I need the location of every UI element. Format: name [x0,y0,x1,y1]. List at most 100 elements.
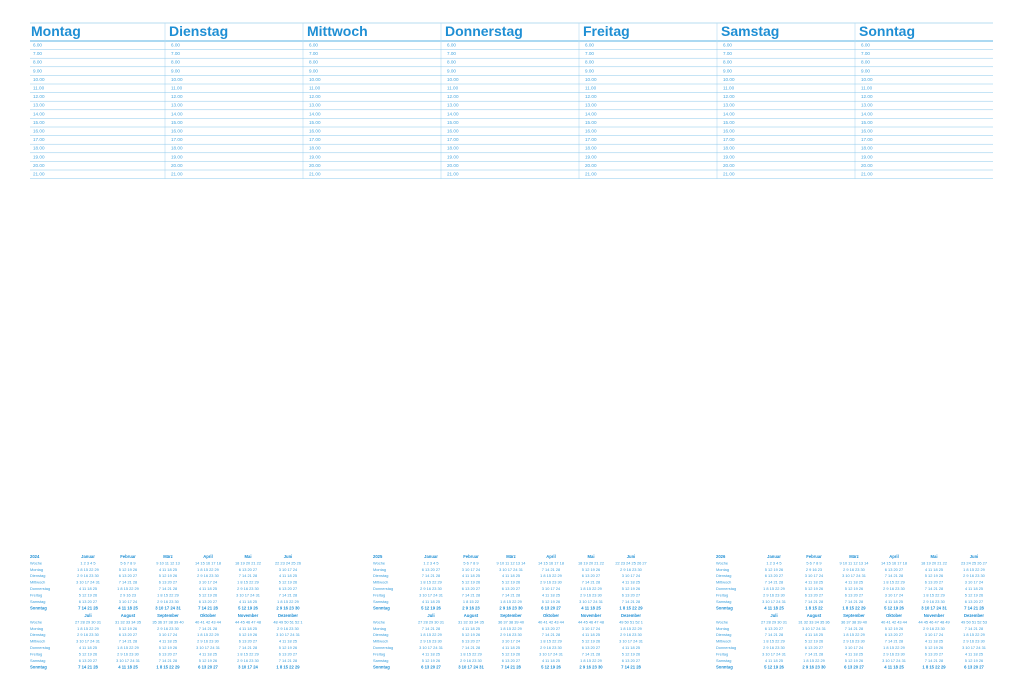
day-numbers: 4 11 18 25 [542,592,560,597]
time-label: 13.00 [723,103,735,108]
month-name: Oktober [200,613,216,618]
day-numbers: 4 11 18 25 [805,580,823,585]
week-numbers: 18 19 20 21 22 [235,560,261,565]
day-numbers: 3 10 17 24 31 [619,639,643,644]
day-numbers: 6 13 20 27 [765,573,783,578]
time-label: 6.00 [861,43,870,48]
day-numbers: 7 14 21 28 [542,567,560,572]
day-numbers: 1 8 15 22 29 [197,567,219,572]
weekday-label: Mittwoch [30,639,45,644]
day-numbers: 5 12 19 26 [199,592,217,597]
time-label: 8.00 [171,60,180,65]
day-numbers: 1 8 15 22 29 [540,573,562,578]
day-numbers: 6 13 20 27 [542,626,560,631]
time-label: 16.00 [33,129,45,134]
day-numbers: 2 9 16 23 30 [923,626,945,631]
day-numbers: 4 11 18 25 [159,567,177,572]
day-numbers: 4 11 18 25 [462,626,480,631]
weekday-label: Sonntag [716,605,733,610]
day-numbers: 2 9 16 23 30 [237,586,259,591]
weekday-label: Donnerstag [30,586,50,591]
time-label: 7.00 [171,51,180,56]
day-numbers: 4 11 18 25 [422,651,440,656]
month-name: August [121,613,136,618]
weekday-label: Freitag [373,592,385,597]
day-numbers: 3 10 17 24 [279,567,298,572]
time-label: 17.00 [585,137,597,142]
day-numbers: 7 14 21 28 [964,605,984,610]
day-numbers: 7 14 21 28 [885,573,903,578]
day-numbers: 4 11 18 25 [925,567,943,572]
time-label: 13.00 [447,103,459,108]
day-numbers: 2 9 16 23 30 [579,664,603,669]
day-numbers: 1 8 15 22 29 [763,639,785,644]
weekday-label: Montag [373,567,386,572]
weekday-label: Dienstag [716,632,731,637]
day-numbers: 7 14 21 28 [462,645,480,650]
week-numbers: 1 2 3 4 5 [766,560,781,565]
day-numbers: 4 11 18 25 [79,645,97,650]
time-label: 19.00 [861,154,873,159]
week-numbers: 5 6 7 8 9 [806,560,821,565]
day-numbers: 5 12 19 26 [885,626,903,631]
week-label: Woche [373,619,385,624]
month-name: September [843,613,865,618]
week-numbers: 35 36 37 38 39 40 [152,619,184,624]
day-numbers: 4 11 18 25 [279,639,297,644]
day-numbers: 5 12 19 26 [79,592,97,597]
weekday-label: Samstag [716,599,731,604]
month-name: Juli [427,613,434,618]
day-numbers: 1 8 15 22 29 [156,664,180,669]
day-numbers: 6 13 20 27 [462,586,480,591]
time-label: 7.00 [447,51,456,56]
weekday-label: Freitag [373,651,385,656]
day-numbers: 5 12 19 26 [541,664,561,669]
weekday-label: Montag [30,567,43,572]
day-numbers: 6 13 20 27 [119,632,137,637]
day-numbers: 3 10 17 24 [965,580,984,585]
day-numbers: 2 9 16 23 30 [499,605,523,610]
month-name: August [807,613,822,618]
day-numbers: 7 14 21 28 [805,599,823,604]
time-label: 17.00 [33,137,45,142]
day-numbers: 7 14 21 28 [845,599,863,604]
day-header: Freitag [583,23,630,39]
time-label: 7.00 [309,51,318,56]
time-label: 9.00 [585,68,594,73]
time-label: 20.00 [585,163,597,168]
time-label: 15.00 [309,120,321,125]
day-numbers: 1 8 15 22 29 [277,599,299,604]
time-label: 11.00 [861,86,873,91]
day-numbers: 3 10 17 24 31 [539,651,563,656]
day-numbers: 3 10 17 24 [502,639,521,644]
time-label: 13.00 [309,103,321,108]
time-label: 6.00 [447,43,456,48]
day-numbers: 3 10 17 24 [925,632,944,637]
day-numbers: 3 10 17 24 31 [419,592,443,597]
week-numbers: 36 37 38 39 40 [498,619,525,624]
day-numbers: 4 11 18 25 [239,626,257,631]
day-numbers: 3 10 17 24 31 [155,605,181,610]
day-numbers: 2 9 16 23 30 [237,658,259,663]
time-label: 21.00 [447,172,459,177]
day-numbers: 2 9 16 23 [462,605,480,610]
day-numbers: 5 12 19 26 [582,639,600,644]
day-numbers: 2 9 16 23 [120,592,136,597]
day-numbers: 2 9 16 23 30 [620,632,642,637]
month-name: Februar [120,554,136,559]
day-numbers: 6 13 20 27 [925,651,943,656]
day-numbers: 2 9 16 23 30 [963,639,985,644]
day-numbers: 2 9 16 23 30 [276,605,300,610]
time-label: 12.00 [861,94,873,99]
time-label: 21.00 [585,172,597,177]
day-numbers: 5 12 19 26 [421,605,441,610]
weekday-label: Sonntag [716,664,733,669]
day-numbers: 7 14 21 28 [582,651,600,656]
time-label: 6.00 [585,43,594,48]
month-name: März [506,554,516,559]
weekday-label: Freitag [716,651,728,656]
day-numbers: 2 9 16 23 30 [620,567,642,572]
day-numbers: 1 8 15 22 29 [540,639,562,644]
time-label: 15.00 [861,120,873,125]
day-numbers: 7 14 21 28 [582,580,600,585]
